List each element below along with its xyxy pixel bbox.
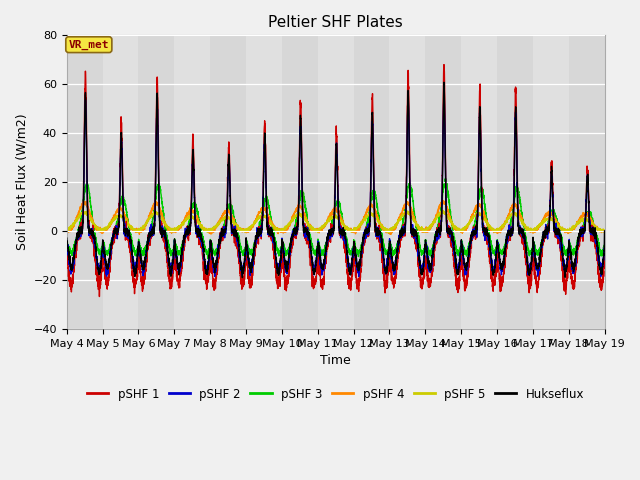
Bar [210,36,246,329]
Bar [67,36,102,329]
Bar [354,36,390,329]
Bar [138,36,174,329]
Bar [426,36,461,329]
Legend: pSHF 1, pSHF 2, pSHF 3, pSHF 4, pSHF 5, Hukseflux: pSHF 1, pSHF 2, pSHF 3, pSHF 4, pSHF 5, … [83,383,589,405]
Bar [497,36,533,329]
Text: VR_met: VR_met [68,39,109,50]
X-axis label: Time: Time [321,354,351,367]
Y-axis label: Soil Heat Flux (W/m2): Soil Heat Flux (W/m2) [15,114,28,251]
Title: Peltier SHF Plates: Peltier SHF Plates [268,15,403,30]
Bar [282,36,318,329]
Bar [569,36,605,329]
